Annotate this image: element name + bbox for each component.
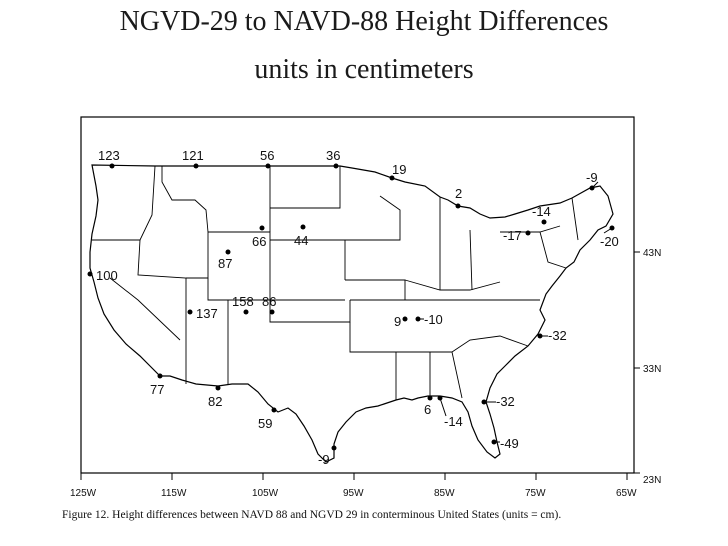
- station-label: 87: [218, 256, 232, 271]
- station-dot: [187, 309, 193, 315]
- station-dot: [87, 271, 93, 277]
- station-dot: [271, 407, 277, 413]
- station-label: 86: [262, 294, 276, 309]
- station-label: 6: [424, 402, 431, 417]
- station-label: 56: [260, 148, 274, 163]
- station-dot: [265, 163, 271, 169]
- station-dot: [427, 395, 433, 401]
- station-label: -32: [548, 328, 567, 343]
- station-label: -14: [444, 414, 463, 429]
- figure-caption: Figure 12. Height differences between NA…: [62, 509, 562, 521]
- station-label: 137: [196, 306, 218, 321]
- station-label: -9: [318, 452, 330, 467]
- station-label: 158: [232, 294, 254, 309]
- map-title: NGVD-29 to NAVD-88 Height Differences: [119, 6, 609, 37]
- station-dot: [225, 249, 231, 255]
- station-label: -14: [532, 204, 551, 219]
- map-frame: [80, 116, 635, 474]
- station-dot: [259, 225, 265, 231]
- station-dot: [455, 203, 461, 209]
- station-label: 9: [394, 314, 401, 329]
- map-subtitle: units in centimeters: [254, 54, 474, 85]
- station-label: 123: [98, 148, 120, 163]
- x-tick-95w: 95W: [343, 488, 364, 499]
- station-label: 66: [252, 234, 266, 249]
- us-outline: [89, 164, 614, 463]
- station-dot: [215, 385, 221, 391]
- x-axis-ticks: [80, 473, 628, 480]
- station-dot: [333, 163, 339, 169]
- station-label: 121: [182, 148, 204, 163]
- x-tick-85w: 85W: [434, 488, 455, 499]
- state-boundaries: [92, 165, 579, 400]
- leader-lines: [418, 181, 613, 443]
- station-label: -32: [496, 394, 515, 409]
- x-tick-75w: 75W: [525, 488, 546, 499]
- station-dot: [389, 175, 395, 181]
- station-dot: [157, 373, 163, 379]
- station-label: 2: [455, 186, 462, 201]
- y-tick-33n: 33N: [643, 364, 661, 375]
- station-dot: [109, 163, 115, 169]
- station-label: 77: [150, 382, 164, 397]
- station-markers: [87, 163, 615, 451]
- y-tick-43n: 43N: [643, 248, 661, 259]
- x-tick-125w: 125W: [70, 488, 97, 499]
- station-dot: [243, 309, 249, 315]
- station-dot: [402, 316, 408, 322]
- station-label: -9: [586, 170, 598, 185]
- station-label: -10: [424, 312, 443, 327]
- x-tick-105w: 105W: [252, 488, 279, 499]
- x-tick-65w: 65W: [616, 488, 637, 499]
- x-tick-115w: 115W: [161, 488, 187, 499]
- station-label: 82: [208, 394, 222, 409]
- station-dot: [193, 163, 199, 169]
- station-label: -17: [503, 228, 522, 243]
- y-axis-ticks: [634, 251, 640, 474]
- station-label: 59: [258, 416, 272, 431]
- station-label: 36: [326, 148, 340, 163]
- station-label: 100: [96, 268, 118, 283]
- station-dot: [300, 224, 306, 230]
- station-label: -49: [500, 436, 519, 451]
- station-dot: [525, 230, 531, 236]
- station-label: 44: [294, 233, 308, 248]
- y-tick-23n: 23N: [643, 475, 661, 486]
- station-label: -20: [600, 234, 619, 249]
- station-dot: [269, 309, 275, 315]
- station-label: 19: [392, 162, 406, 177]
- station-dot: [331, 445, 337, 451]
- station-dot: [541, 219, 547, 225]
